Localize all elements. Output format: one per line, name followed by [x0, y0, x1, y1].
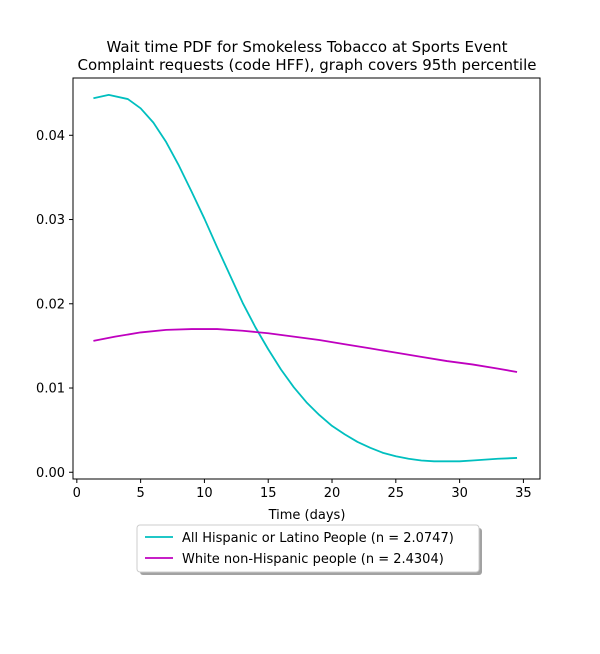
legend: All Hispanic or Latino People (n = 2.074…: [136, 524, 482, 575]
chart-title-line-1: Wait time PDF for Smokeless Tobacco at S…: [106, 38, 507, 56]
x-tick-label: 10: [196, 486, 213, 501]
y-tick-label: 0.03: [36, 213, 65, 228]
x-tick-label: 15: [260, 486, 277, 501]
x-axis-ticks: 0 5 10 15 20 25 30 35: [73, 479, 532, 501]
legend-box: [136, 524, 480, 573]
y-tick-label: 0.04: [36, 129, 65, 144]
legend-label-hispanic: All Hispanic or Latino People (n = 2.074…: [182, 531, 454, 546]
x-axis-label: Time (days): [268, 508, 346, 523]
x-tick-label: 35: [515, 486, 532, 501]
x-tick-label: 25: [388, 486, 405, 501]
x-tick-label: 20: [324, 486, 341, 501]
x-tick-label: 0: [73, 486, 81, 501]
x-tick-label: 5: [136, 486, 144, 501]
series-line-hispanic: [93, 93, 518, 463]
y-tick-label: 0.02: [36, 297, 65, 312]
legend-label-white: White non-Hispanic people (n = 2.4304): [182, 552, 444, 567]
series-line-white: [93, 328, 518, 373]
chart-title-line-2: Complaint requests (code HFF), graph cov…: [77, 56, 536, 74]
chart-title: Wait time PDF for Smokeless Tobacco at S…: [77, 38, 536, 74]
series-lines: [93, 93, 518, 463]
y-tick-label: 0.01: [36, 382, 65, 397]
y-axis-ticks: 0.00 0.01 0.02 0.03 0.04: [36, 129, 73, 481]
plot-area-frame: [72, 77, 541, 480]
x-tick-label: 30: [451, 486, 468, 501]
y-tick-label: 0.00: [36, 466, 65, 481]
